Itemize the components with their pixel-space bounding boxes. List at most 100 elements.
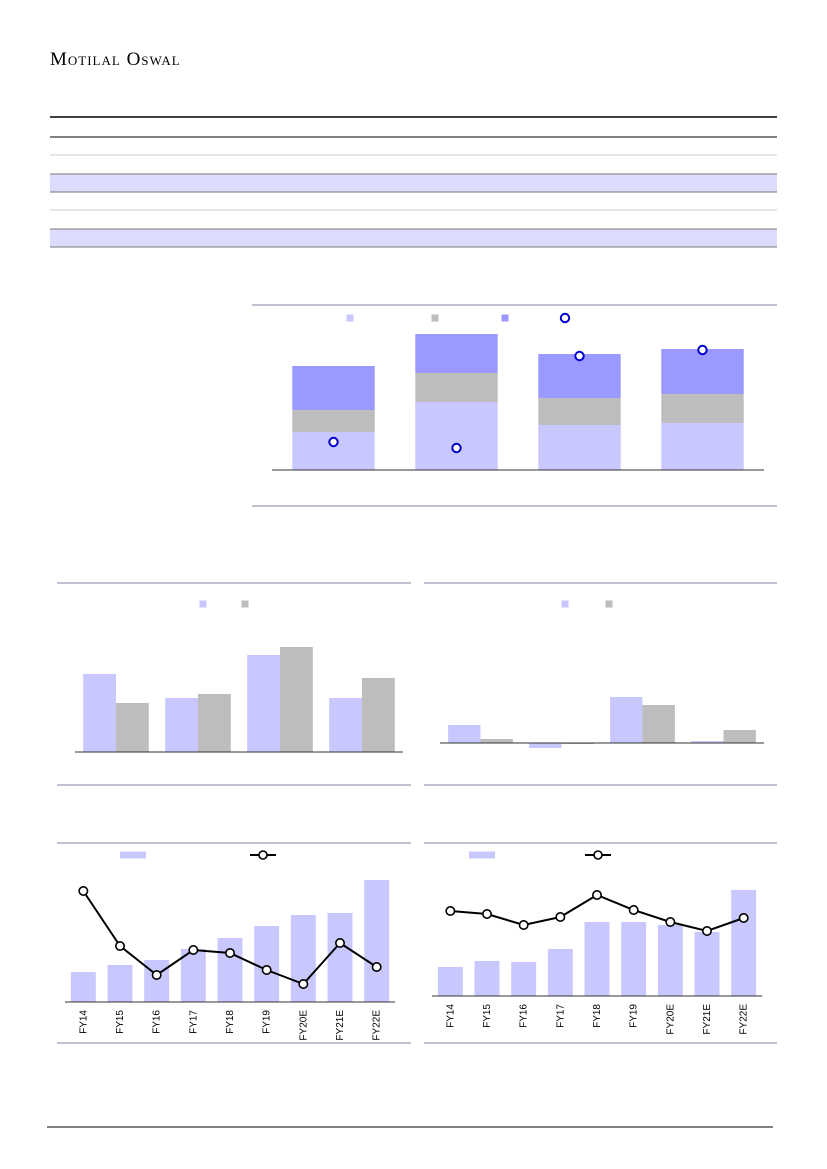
legend-swatch xyxy=(431,314,439,322)
point xyxy=(298,978,309,989)
brand: Motilal Oswal xyxy=(50,49,181,70)
legend-swatch xyxy=(241,600,249,608)
bar xyxy=(198,694,231,752)
bar xyxy=(329,698,362,752)
x-tick-label: FY19 xyxy=(629,1004,640,1028)
bar xyxy=(621,922,647,996)
bar xyxy=(70,972,96,1002)
bar xyxy=(364,880,390,1002)
legend-point xyxy=(593,850,603,860)
bar xyxy=(292,410,375,432)
point xyxy=(665,916,676,927)
point xyxy=(371,961,382,972)
point xyxy=(628,904,639,915)
row-shade xyxy=(50,174,777,192)
x-tick-label: FY16 xyxy=(519,1004,530,1028)
x-tick-label: FY14 xyxy=(445,1004,456,1028)
bar xyxy=(144,960,170,1002)
bar xyxy=(292,366,375,410)
bar xyxy=(83,674,116,752)
x-tick-label: FY17 xyxy=(555,1004,566,1028)
row-shade xyxy=(50,229,777,247)
bar xyxy=(180,949,206,1002)
bar xyxy=(511,962,537,996)
x-tick-label: FY18 xyxy=(592,1004,603,1028)
point xyxy=(334,937,345,948)
table xyxy=(50,116,777,248)
bar xyxy=(661,423,744,470)
bar xyxy=(327,913,353,1002)
bar xyxy=(165,698,198,752)
bar xyxy=(107,965,133,1002)
bar xyxy=(694,932,720,996)
bar xyxy=(723,730,756,743)
bar xyxy=(547,949,573,996)
legend-point xyxy=(258,850,268,860)
legend-swatch xyxy=(605,600,613,608)
bar xyxy=(642,705,675,743)
bar xyxy=(362,678,395,752)
point xyxy=(445,905,456,916)
bar xyxy=(731,890,757,996)
x-tick-label: FY21E xyxy=(702,1004,713,1035)
bar xyxy=(480,739,513,743)
x-tick-label: FY21E xyxy=(335,1010,346,1041)
point xyxy=(738,912,749,923)
x-tick-label: FY20E xyxy=(665,1004,676,1035)
bar xyxy=(415,334,498,373)
bar xyxy=(280,647,313,752)
bar xyxy=(247,655,280,752)
point xyxy=(451,442,462,454)
x-tick-label: FY18 xyxy=(225,1010,236,1034)
legend-swatch xyxy=(199,600,207,608)
legend-swatch xyxy=(469,851,495,859)
point xyxy=(261,964,272,975)
point xyxy=(328,436,339,448)
point xyxy=(188,944,199,955)
point xyxy=(151,969,162,980)
bar xyxy=(415,373,498,402)
point xyxy=(518,919,529,930)
point xyxy=(697,344,708,356)
x-tick-label: FY15 xyxy=(482,1004,493,1028)
point xyxy=(115,940,126,951)
bar xyxy=(584,922,610,996)
bar xyxy=(538,354,621,398)
legend-swatch xyxy=(120,851,146,859)
bar xyxy=(691,741,724,743)
bar xyxy=(116,703,149,752)
bar xyxy=(415,402,498,470)
bar xyxy=(437,967,463,996)
legend-swatch xyxy=(501,314,509,322)
x-tick-label: FY22E xyxy=(372,1010,383,1041)
x-tick-label: FY15 xyxy=(115,1010,126,1034)
point xyxy=(591,889,602,900)
bar xyxy=(610,697,643,743)
bar xyxy=(254,926,280,1002)
bar xyxy=(538,425,621,470)
point xyxy=(574,350,585,362)
x-tick-label: FY22E xyxy=(739,1004,750,1035)
legend-point xyxy=(559,312,571,324)
x-tick-label: FY20E xyxy=(298,1010,309,1041)
bar xyxy=(217,938,243,1002)
bar xyxy=(529,743,562,748)
bar xyxy=(657,925,683,996)
legend-swatch xyxy=(561,600,569,608)
bar xyxy=(661,349,744,394)
x-tick-label: FY14 xyxy=(78,1010,89,1034)
point xyxy=(481,908,492,919)
point xyxy=(225,947,236,958)
x-tick-label: FY17 xyxy=(188,1010,199,1034)
x-tick-label: FY16 xyxy=(152,1010,163,1034)
bar xyxy=(448,725,481,743)
bar xyxy=(661,394,744,423)
bar xyxy=(474,961,500,996)
bar xyxy=(538,398,621,425)
x-tick-label: FY19 xyxy=(262,1010,273,1034)
point xyxy=(555,911,566,922)
point xyxy=(701,925,712,936)
legend-swatch xyxy=(346,314,354,322)
point xyxy=(78,885,89,896)
